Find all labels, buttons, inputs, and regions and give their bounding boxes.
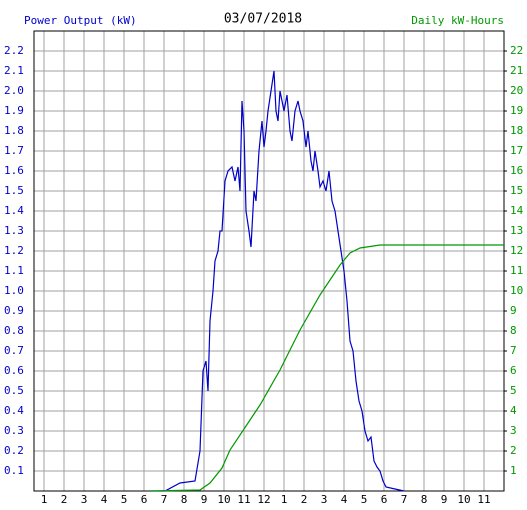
- y-tick-label: 0.4: [4, 404, 24, 417]
- y2-tick-label: 4: [510, 404, 517, 417]
- y2-tick-label: 15: [510, 184, 523, 197]
- y-tick-label: 2.2: [4, 44, 24, 57]
- y-axis-title: Power Output (kW): [24, 14, 137, 27]
- x-tick-label: 12: [257, 493, 270, 506]
- y2-tick-label: 10: [510, 284, 523, 297]
- y2-tick-label: 6: [510, 364, 517, 377]
- y2-tick-label: 17: [510, 144, 523, 157]
- y2-tick-label: 13: [510, 224, 523, 237]
- x-tick-label: 3: [321, 493, 328, 506]
- x-tick-label: 4: [101, 493, 108, 506]
- y-tick-label: 0.8: [4, 324, 24, 337]
- y2-tick-label: 2: [510, 444, 517, 457]
- x-tick-label: 1: [41, 493, 48, 506]
- y2-tick-label: 16: [510, 164, 523, 177]
- y2-tick-label: 9: [510, 304, 517, 317]
- x-tick-label: 7: [401, 493, 408, 506]
- x-tick-label: 2: [61, 493, 68, 506]
- x-tick-label: 9: [441, 493, 448, 506]
- y-tick-label: 2.1: [4, 64, 24, 77]
- y2-tick-label: 12: [510, 244, 523, 257]
- x-tick-label: 7: [161, 493, 168, 506]
- y2-tick-label: 7: [510, 344, 517, 357]
- x-tick-label: 8: [421, 493, 428, 506]
- chart-title: 03/07/2018: [224, 12, 302, 27]
- series-line: [150, 70, 405, 492]
- x-tick-label: 6: [141, 493, 148, 506]
- y-tick-label: 1.9: [4, 104, 24, 117]
- x-tick-label: 6: [381, 493, 388, 506]
- y-tick-label: 0.9: [4, 304, 24, 317]
- y-tick-label: 0.6: [4, 364, 24, 377]
- x-tick-label: 10: [457, 493, 470, 506]
- x-tick-label: 9: [201, 493, 208, 506]
- x-tick-label: 2: [301, 493, 308, 506]
- x-tick-label: 11: [477, 493, 490, 506]
- x-tick-label: 11: [237, 493, 250, 506]
- y-tick-label: 0.2: [4, 444, 24, 457]
- y2-tick-label: 1: [510, 464, 517, 477]
- series-line: [149, 244, 504, 492]
- y2-tick-label: 18: [510, 124, 523, 137]
- y2-tick-label: 8: [510, 324, 517, 337]
- y2-tick-label: 14: [510, 204, 524, 217]
- y2-tick-label: 11: [510, 264, 523, 277]
- y-tick-label: 0.1: [4, 464, 24, 477]
- y2-tick-label: 22: [510, 44, 523, 57]
- y-tick-label: 1.6: [4, 164, 24, 177]
- plot-border: [33, 30, 505, 492]
- x-tick-label: 10: [217, 493, 230, 506]
- y-tick-label: 0.5: [4, 384, 24, 397]
- y-tick-label: 1.8: [4, 124, 24, 137]
- y-tick-label: 1.1: [4, 264, 24, 277]
- x-tick-label: 5: [361, 493, 368, 506]
- x-tick-label: 5: [121, 493, 128, 506]
- y2-axis-title: Daily kW-Hours: [411, 14, 504, 27]
- y2-tick-label: 5: [510, 384, 517, 397]
- y-tick-label: 0.3: [4, 424, 24, 437]
- x-tick-label: 3: [81, 493, 88, 506]
- y-tick-label: 0.7: [4, 344, 24, 357]
- y-tick-label: 2.0: [4, 84, 24, 97]
- y2-tick-label: 21: [510, 64, 523, 77]
- x-tick-label: 8: [181, 493, 188, 506]
- y2-tick-label: 20: [510, 84, 523, 97]
- y-tick-label: 1.0: [4, 284, 24, 297]
- x-tick-label: 4: [341, 493, 348, 506]
- y-tick-label: 1.7: [4, 144, 24, 157]
- y2-tick-label: 3: [510, 424, 517, 437]
- y2-tick-label: 19: [510, 104, 523, 117]
- y-tick-label: 1.4: [4, 204, 24, 217]
- y-tick-label: 1.3: [4, 224, 24, 237]
- x-tick-label: 1: [281, 493, 288, 506]
- y-tick-label: 1.5: [4, 184, 24, 197]
- y-tick-label: 1.2: [4, 244, 24, 257]
